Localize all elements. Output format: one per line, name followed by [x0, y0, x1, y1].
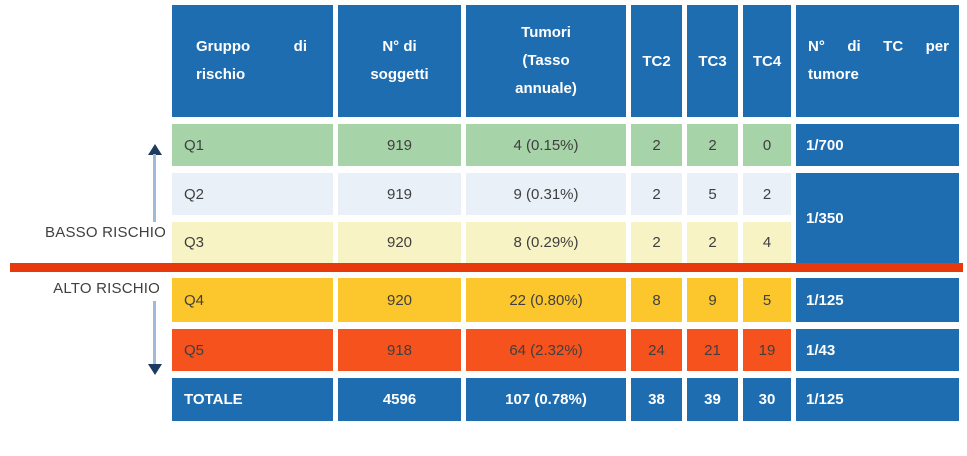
- cell-q2-gruppo: Q2: [172, 173, 333, 215]
- cell-q4-tc4: 5: [743, 278, 791, 322]
- cell-q3-gruppo: Q3: [172, 222, 333, 263]
- cell-q3-soggetti: 920: [338, 222, 461, 263]
- cell-q5-gruppo: Q5: [172, 329, 333, 371]
- risk-divider-line: [10, 263, 963, 272]
- arrow-shaft: [153, 154, 156, 222]
- table-row-q5: Q5 918 64 (2.32%) 24 21 19 1/43: [172, 329, 959, 371]
- cell-q4-tumori: 22 (0.80%): [466, 278, 626, 322]
- up-arrow-icon: [148, 144, 162, 222]
- cell-q1-tc4: 0: [743, 124, 791, 166]
- cell-q2-tc4: 2: [743, 173, 791, 215]
- table-row-q4: Q4 920 22 (0.80%) 8 9 5 1/125: [172, 278, 959, 322]
- cell-totale-tumori: 107 (0.78%): [466, 378, 626, 421]
- header-tc2: TC2: [631, 5, 682, 117]
- cell-q2q3-tc-per-tumore-merged: 1/350: [796, 173, 959, 263]
- table-header-row: Gruppo di rischio N° di soggetti Tumori …: [172, 5, 959, 117]
- arrow-shaft: [153, 301, 156, 365]
- up-arrowhead-icon: [148, 144, 162, 155]
- cell-q1-tc3: 2: [687, 124, 738, 166]
- cell-q1-tc-per-tumore: 1/700: [796, 124, 959, 166]
- cell-q5-tc3: 21: [687, 329, 738, 371]
- cell-q4-soggetti: 920: [338, 278, 461, 322]
- header-tc3: TC3: [687, 5, 738, 117]
- cell-q5-tc4: 19: [743, 329, 791, 371]
- down-arrow-icon: [148, 301, 162, 375]
- cell-q4-tc2: 8: [631, 278, 682, 322]
- high-risk-label: ALTO RISCHIO: [53, 280, 160, 297]
- cell-q3-tumori: 8 (0.29%): [466, 222, 626, 263]
- header-tumori: Tumori (Tasso annuale): [466, 5, 626, 117]
- cell-q5-tc2: 24: [631, 329, 682, 371]
- cell-q1-tumori: 4 (0.15%): [466, 124, 626, 166]
- cell-q4-tc-per-tumore: 1/125: [796, 278, 959, 322]
- cell-q3-tc2: 2: [631, 222, 682, 263]
- cell-q4-tc3: 9: [687, 278, 738, 322]
- header-tc4: TC4: [743, 5, 791, 117]
- cell-q1-gruppo: Q1: [172, 124, 333, 166]
- cell-q5-tumori: 64 (2.32%): [466, 329, 626, 371]
- header-tc-per-tumore: N° di TC per tumore: [796, 5, 959, 117]
- table-row-q2: Q2 919 9 (0.31%) 2 5 2: [172, 173, 959, 215]
- cell-q1-tc2: 2: [631, 124, 682, 166]
- cell-q2-tumori: 9 (0.31%): [466, 173, 626, 215]
- down-arrowhead-icon: [148, 364, 162, 375]
- cell-q5-tc-per-tumore: 1/43: [796, 329, 959, 371]
- cell-q5-soggetti: 918: [338, 329, 461, 371]
- cell-totale-tc4: 30: [743, 378, 791, 421]
- cell-totale-soggetti: 4596: [338, 378, 461, 421]
- cell-q3-tc4: 4: [743, 222, 791, 263]
- header-gruppo-di-rischio: Gruppo di rischio: [172, 5, 333, 117]
- table-row-q3: Q3 920 8 (0.29%) 2 2 4: [172, 222, 959, 263]
- table-row-q1: Q1 919 4 (0.15%) 2 2 0 1/700: [172, 124, 959, 166]
- cell-totale-label: TOTALE: [172, 378, 333, 421]
- cell-q3-tc3: 2: [687, 222, 738, 263]
- cell-totale-tc2: 38: [631, 378, 682, 421]
- cell-totale-tc-per-tumore: 1/125: [796, 378, 959, 421]
- cell-q2-tc2: 2: [631, 173, 682, 215]
- cell-q2-tc3: 5: [687, 173, 738, 215]
- table-row-totale: TOTALE 4596 107 (0.78%) 38 39 30 1/125: [172, 378, 959, 421]
- low-risk-label: BASSO RISCHIO: [45, 224, 166, 241]
- cell-q4-gruppo: Q4: [172, 278, 333, 322]
- cell-totale-tc3: 39: [687, 378, 738, 421]
- header-n-soggetti: N° di soggetti: [338, 5, 461, 117]
- cell-q1-soggetti: 919: [338, 124, 461, 166]
- risk-table: Gruppo di rischio N° di soggetti Tumori …: [172, 5, 959, 421]
- cell-q2-soggetti: 919: [338, 173, 461, 215]
